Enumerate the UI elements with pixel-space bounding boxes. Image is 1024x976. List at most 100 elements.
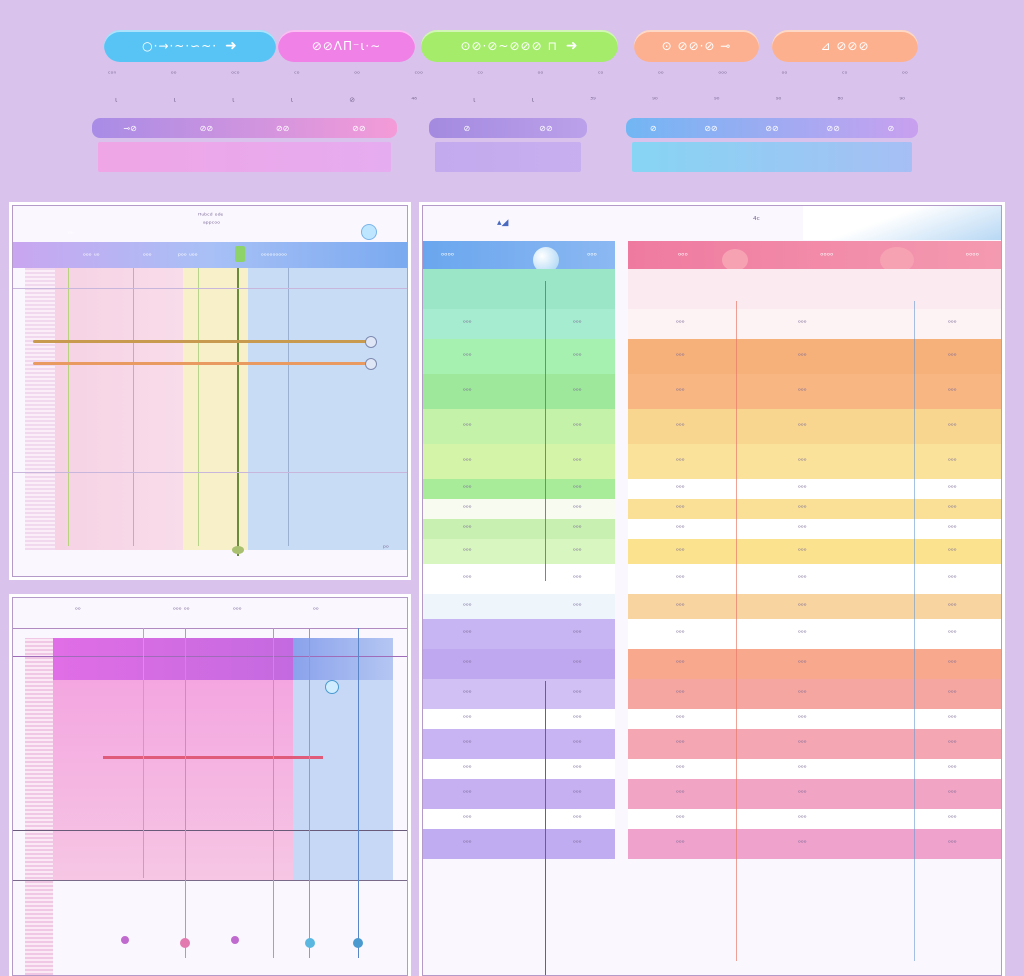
table-row[interactable]: ᵒᵒᵒ ᵒᵒᵒ	[423, 649, 615, 679]
table-row[interactable]: ᵒᵒᵒ ᵒᵒᵒ ᵒᵒᵒ	[628, 519, 1001, 539]
table-cell: ᵒᵒᵒ	[463, 574, 472, 582]
heart-icon[interactable]	[880, 247, 914, 273]
column-header[interactable]: ᵒᵒᵒ	[587, 250, 597, 260]
table-cell: ᵒᵒᵒ	[676, 789, 685, 797]
table-row[interactable]: ᵒᵒᵒ ᵒᵒᵒ ᵒᵒᵒ	[628, 779, 1001, 809]
table-cell: ᵒᵒᵒ	[798, 351, 807, 360]
table-row[interactable]: ᵒᵒᵒ ᵒᵒᵒ ᵒᵒᵒ	[628, 829, 1001, 859]
table-row[interactable]: ᵒᵒᵒ ᵒᵒᵒ	[423, 709, 615, 729]
tick-label: ᵒᶜᵒ	[231, 70, 240, 78]
handle-icon[interactable]	[365, 358, 377, 370]
column-header[interactable]: ᵒᵒᵒᵒ	[965, 250, 979, 260]
table-row[interactable]: ᵒᵒᵒ ᵒᵒᵒ	[423, 444, 615, 479]
grid-line	[13, 880, 407, 881]
title-icon: ▴◢	[497, 218, 509, 228]
table-row[interactable]: ᵒᵒᵒ ᵒᵒᵒ	[423, 479, 615, 499]
pill-button-1[interactable]: ○·→·~·∽~· ➜	[104, 30, 276, 62]
bubble-icon[interactable]	[325, 680, 339, 694]
bubble-icon[interactable]	[361, 224, 377, 240]
bubble-icon[interactable]	[235, 246, 245, 262]
table-row[interactable]: ᵒᵒᵒ ᵒᵒᵒ	[423, 374, 615, 409]
tick-label: ᵒᵒ	[781, 70, 788, 78]
gradient-bar-1[interactable]: ⊸⊘ ⊘⊘ ⊘⊘ ⊘⊘	[92, 118, 397, 188]
pill-button-3[interactable]: ⊙⊘·⊘~⊘⊘⊘ ⊓ ➜	[421, 30, 618, 62]
table-row[interactable]: ᵒᵒᵒ ᵒᵒᵒ ᵒᵒᵒ	[628, 564, 1001, 594]
table-row[interactable]: ᵒᵒᵒ ᵒᵒᵒ	[423, 759, 615, 779]
table-row[interactable]: ᵒᵒᵒ ᵒᵒᵒ ᵒᵒᵒ	[628, 409, 1001, 444]
table-cell: ᵒᵒᵒ	[573, 739, 582, 747]
table-row[interactable]: ᵒᵒᵒ ᵒᵒᵒ	[423, 779, 615, 809]
table-row[interactable]: ᵒᵒᵒ ᵒᵒᵒ	[423, 519, 615, 539]
table-row[interactable]: ᵒᵒᵒ ᵒᵒᵒ ᵒᵒᵒ	[628, 479, 1001, 499]
column-header[interactable]: ᵒᵒᵒᵒ	[820, 250, 834, 260]
table-cell: ᵒᵒᵒ	[676, 689, 685, 697]
table-row[interactable]: ᵒᵒᵒ ᵒᵒᵒ	[423, 499, 615, 519]
table-row[interactable]: ᵒᵒᵒ ᵒᵒᵒ ᵒᵒᵒ	[628, 619, 1001, 649]
table-row[interactable]: ᵒᵒᵒ ᵒᵒᵒ ᵒᵒᵒ	[628, 339, 1001, 374]
table-cell: ᵒᵒᵒ	[948, 319, 957, 327]
column-pink	[53, 268, 183, 550]
column-header[interactable]: ᵒᵒᵒ	[678, 250, 688, 260]
table-row[interactable]: ᵒᵒᵒ ᵒᵒᵒ	[423, 564, 615, 594]
table-cell: ᵒᵒᵒ	[463, 629, 472, 637]
table-cell: ᵒᵒᵒ	[798, 739, 807, 747]
table-row[interactable]: ᵒᵒᵒ ᵒᵒᵒ	[423, 594, 615, 619]
table-cell: ᵒᵒᵒ	[948, 456, 957, 465]
tick-label: ι	[232, 96, 235, 104]
handle-icon[interactable]	[365, 336, 377, 348]
table-row[interactable]: ᵒᵒᵒ ᵒᵒᵒ ᵒᵒᵒ	[628, 444, 1001, 479]
tick-label: ᶜᵒ	[841, 70, 848, 78]
table-row[interactable]: ᵒᵒᵒ ᵒᵒᵒ	[423, 809, 615, 829]
table-row[interactable]: ᵒᵒᵒ ᵒᵒᵒ ᵒᵒᵒ	[628, 539, 1001, 564]
table-row[interactable]: ᵒᵒᵒ ᵒᵒᵒ ᵒᵒᵒ	[628, 679, 1001, 709]
table-cell: ᵒᵒᵒ	[676, 739, 685, 747]
tick-label: ⊘	[349, 96, 356, 104]
gradient-bar-2[interactable]: ⊘ ⊘⊘	[429, 118, 587, 188]
table-row[interactable]: ᵒᵒᵒ ᵒᵒᵒ	[423, 339, 615, 374]
vertical-line	[545, 281, 546, 581]
pill-button-4[interactable]: ⊙ ⊘⊘·⊘ ⊸	[634, 30, 759, 62]
table-row[interactable]: ᵒᵒᵒ ᵒᵒᵒ	[423, 309, 615, 339]
table-row[interactable]: ᵒᵒᵒ ᵒᵒᵒ	[423, 409, 615, 444]
gradient-bar-3[interactable]: ⊘ ⊘⊘ ⊘⊘ ⊘⊘ ⊘	[626, 118, 918, 188]
table-cell: ᵒᵒᵒ	[573, 659, 582, 667]
table-row[interactable]: ᵒᵒᵒ ᵒᵒᵒ	[423, 729, 615, 759]
table-cell: ᵒᵒᵒ	[676, 601, 685, 610]
table-row[interactable]: ᵒᵒᵒ ᵒᵒᵒ	[423, 619, 615, 649]
table-cell: ᵒᵒᵒ	[463, 839, 472, 847]
table-cell: ᵒᵒᵒ	[798, 601, 807, 610]
table-row[interactable]: ᵒᵒᵒ ᵒᵒᵒ	[423, 539, 615, 564]
heart-icon[interactable]	[722, 249, 748, 271]
bubble-icon[interactable]	[533, 247, 559, 273]
tick-row-top: ᶜᵒⁿ ᵒᵒ ᵒᶜᵒ ᶜᵒ ᵒᵒ ᶜᵒᵒ ᶜᵒ ᵒᵒ ᶜᵒ ᵒᵒ ᵒᵒᵒ ᵒᵒ ᶜᵒ ᵒᵒ	[108, 70, 908, 78]
column-header[interactable]: ᵒᵒᵒᵒ	[441, 250, 455, 260]
table-row[interactable]: ᵒᵒᵒ ᵒᵒᵒ ᵒᵒᵒ	[628, 594, 1001, 619]
table-cell: ᵒᵒᵒ	[463, 739, 472, 747]
pill-label: ⊿ ⊘⊘⊘	[820, 39, 870, 53]
table-cell: ᵒᵒᵒ	[676, 764, 685, 772]
table-row[interactable]: ᵒᵒᵒ ᵒᵒᵒ ᵒᵒᵒ	[628, 649, 1001, 679]
table-cell: ᵒᵒᵒ	[948, 421, 957, 430]
table-row[interactable]: ᵒᵒᵒ ᵒᵒᵒ ᵒᵒᵒ	[628, 499, 1001, 519]
vertical-line	[914, 301, 915, 961]
table-row[interactable]	[423, 269, 615, 309]
table-row[interactable]: ᵒᵒᵒ ᵒᵒᵒ	[423, 829, 615, 859]
drop-icon	[232, 546, 244, 554]
table-row[interactable]: ᵒᵒᵒ ᵒᵒᵒ ᵒᵒᵒ	[628, 309, 1001, 339]
grid-line	[13, 472, 407, 473]
table-row[interactable]: ᵒᵒᵒ ᵒᵒᵒ ᵒᵒᵒ	[628, 809, 1001, 829]
table-row[interactable]: ᵒᵒᵒ ᵒᵒᵒ ᵒᵒᵒ	[628, 374, 1001, 409]
pill-button-2[interactable]: ⊘⊘ΛΠ⁻ι·∼	[278, 30, 415, 62]
table-row[interactable]: ᵒᵒᵒ ᵒᵒᵒ ᵒᵒᵒ	[628, 729, 1001, 759]
table-row[interactable]: ᵒᵒᵒ ᵒᵒᵒ ᵒᵒᵒ	[628, 759, 1001, 779]
bar-cap-label: ⊘⊘	[539, 123, 553, 133]
vertical-line	[288, 268, 289, 546]
bar-cap-label: ⊘	[463, 123, 471, 133]
table-row[interactable]: ᵒᵒᵒ ᵒᵒᵒ ᵒᵒᵒ	[628, 709, 1001, 729]
table-row[interactable]	[628, 269, 1001, 309]
table-row[interactable]: ᵒᵒᵒ ᵒᵒᵒ	[423, 679, 615, 709]
tick-label: ᵒᵒ	[658, 70, 664, 78]
panel-title: ⁴ᶜ	[753, 216, 760, 226]
pill-button-5[interactable]: ⊿ ⊘⊘⊘	[772, 30, 918, 62]
table-cell: ᵒᵒᵒ	[798, 689, 807, 697]
